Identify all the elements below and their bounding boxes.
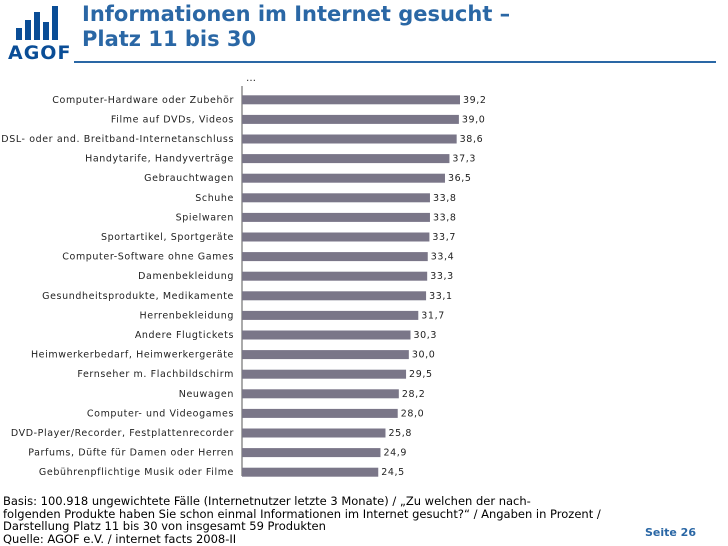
page-title: Informationen im Internet gesucht – Plat… xyxy=(82,2,510,52)
value-label: 30,3 xyxy=(414,330,438,341)
agof-logo: AGOF xyxy=(8,6,70,64)
value-label: 39,0 xyxy=(462,114,486,125)
chart-continuation-marker: … xyxy=(246,73,256,84)
bar xyxy=(242,428,386,438)
value-label: 33,4 xyxy=(431,252,455,263)
category-label: Fernseher m. Flachbildschirm xyxy=(77,369,234,380)
title-line-1: Informationen im Internet gesucht – xyxy=(82,2,511,26)
category-label: Handytarife, Handyverträge xyxy=(85,154,234,165)
logo-text: AGOF xyxy=(8,42,72,64)
bar xyxy=(242,134,457,144)
category-label: Gesundheitsprodukte, Medikamente xyxy=(42,291,234,302)
value-label: 30,0 xyxy=(412,350,436,361)
category-label: Sportartikel, Sportgeräte xyxy=(101,232,234,243)
category-label: Parfums, Düfte für Damen oder Herren xyxy=(28,448,234,459)
bar xyxy=(242,193,430,203)
category-label: DSL- oder and. Breitband-Internetanschlu… xyxy=(1,134,234,145)
bar xyxy=(242,408,398,418)
value-label: 28,2 xyxy=(402,389,426,400)
bar xyxy=(242,369,407,379)
value-label: 28,0 xyxy=(401,408,425,419)
footnote-line-1: Basis: 100.918 ungewichtete Fälle (Inter… xyxy=(3,494,531,508)
footnote-line-3: Darstellung Platz 11 bis 30 von insgesam… xyxy=(3,519,326,534)
bar xyxy=(242,389,399,399)
bar-chart: Computer-Hardware oder Zubehör 39,2 Filme … xyxy=(1,86,486,478)
value-label: 31,7 xyxy=(421,310,445,321)
bar xyxy=(242,330,411,340)
category-label: Andere Flugtickets xyxy=(135,330,234,341)
category-label: Computer- und Videogames xyxy=(87,408,234,419)
category-label: Gebührenpflichtige Musik oder Filme xyxy=(39,467,234,478)
category-label: Spielwaren xyxy=(176,212,234,223)
value-label: 25,8 xyxy=(388,428,412,439)
bar xyxy=(242,212,430,222)
category-label: Computer-Hardware oder Zubehör xyxy=(52,95,234,106)
bar xyxy=(242,271,428,281)
category-label: Schuhe xyxy=(195,193,234,204)
category-label: Heimwerkerbedarf, Heimwerkergeräte xyxy=(31,350,234,361)
title-divider xyxy=(74,61,716,63)
value-label: 29,5 xyxy=(409,369,433,380)
category-label: Gebrauchtwagen xyxy=(144,173,234,184)
bar xyxy=(242,95,460,105)
bar xyxy=(242,114,459,124)
value-label: 38,6 xyxy=(460,134,484,145)
value-label: 24,9 xyxy=(383,448,407,459)
bar xyxy=(242,350,409,360)
footnote-line-4: Quelle: AGOF e.V. / internet facts 2008-… xyxy=(3,531,237,546)
bar xyxy=(242,252,428,262)
category-label: Herrenbekleidung xyxy=(140,310,235,321)
bar xyxy=(242,310,419,320)
value-label: 39,2 xyxy=(463,95,487,106)
bar xyxy=(242,448,381,458)
bar xyxy=(242,232,430,242)
bar xyxy=(242,467,379,477)
footnote-line-2: folgenden Produkte haben Sie schon einma… xyxy=(3,506,601,521)
logo-bars-icon xyxy=(16,6,58,40)
page-number: Seite 26 xyxy=(644,526,696,539)
value-label: 36,5 xyxy=(448,173,472,184)
chart-footnote: Basis: 100.918 ungewichtete Fälle (Inter… xyxy=(3,495,603,545)
category-label: Neuwagen xyxy=(179,389,234,400)
value-label: 37,3 xyxy=(452,154,476,165)
category-label: Computer-Software ohne Games xyxy=(62,252,234,263)
value-label: 33,8 xyxy=(433,193,457,204)
category-label: DVD-Player/Recorder, Festplattenrecorder xyxy=(11,428,234,439)
category-label: Damenbekleidung xyxy=(138,271,234,282)
bars-group: Computer-Hardware oder Zubehör 39,2 Filme … xyxy=(1,95,486,478)
value-label: 33,3 xyxy=(430,271,454,282)
title-line-2: Platz 11 bis 30 xyxy=(82,27,257,51)
value-label: 33,7 xyxy=(432,232,456,243)
value-label: 33,8 xyxy=(433,212,457,223)
value-label: 33,1 xyxy=(429,291,453,302)
bar xyxy=(242,291,427,301)
bar xyxy=(242,173,445,183)
bar xyxy=(242,154,450,164)
category-label: Filme auf DVDs, Videos xyxy=(111,114,234,125)
value-label: 24,5 xyxy=(381,467,405,478)
